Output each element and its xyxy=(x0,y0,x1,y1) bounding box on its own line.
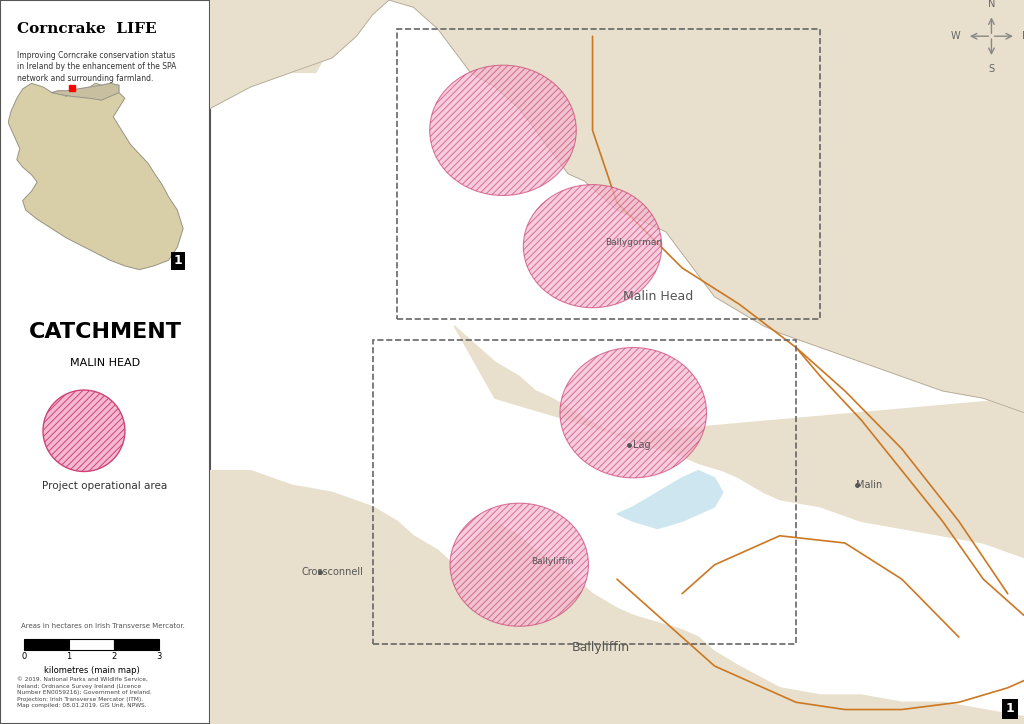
Polygon shape xyxy=(275,36,324,72)
Polygon shape xyxy=(210,471,1024,724)
Text: Project operational area: Project operational area xyxy=(42,481,168,492)
Text: 2: 2 xyxy=(112,652,117,660)
Text: Crossconnell: Crossconnell xyxy=(301,567,362,577)
Circle shape xyxy=(451,503,589,626)
Bar xyxy=(397,29,820,319)
Polygon shape xyxy=(52,83,119,100)
Circle shape xyxy=(430,65,577,195)
Polygon shape xyxy=(739,0,1024,413)
Text: N: N xyxy=(988,0,995,9)
Text: MALIN HEAD: MALIN HEAD xyxy=(70,358,140,369)
Text: 3: 3 xyxy=(156,652,162,660)
Text: 1: 1 xyxy=(67,652,72,660)
Text: Ballyliffin: Ballyliffin xyxy=(531,557,573,565)
Bar xyxy=(25,639,70,650)
Text: W: W xyxy=(951,31,961,41)
Text: Improving Corncrake conservation status
in Ireland by the enhancement of the SPA: Improving Corncrake conservation status … xyxy=(16,51,176,83)
Text: Corncrake  LIFE: Corncrake LIFE xyxy=(16,22,157,35)
Text: 0: 0 xyxy=(22,652,27,660)
Text: Ballyliffin: Ballyliffin xyxy=(571,641,630,654)
Bar xyxy=(114,639,159,650)
Circle shape xyxy=(523,185,662,308)
Text: 1: 1 xyxy=(174,254,182,267)
Text: Ballygorman: Ballygorman xyxy=(605,238,662,247)
Text: Malin Head: Malin Head xyxy=(623,290,693,303)
Text: 1: 1 xyxy=(1006,702,1014,715)
Text: Areas in hectares on Irish Transverse Mercator.: Areas in hectares on Irish Transverse Me… xyxy=(20,623,185,628)
Bar xyxy=(373,340,796,644)
Text: CATCHMENT: CATCHMENT xyxy=(29,322,181,342)
Text: Malin: Malin xyxy=(856,480,883,490)
Text: S: S xyxy=(988,64,994,74)
Text: E: E xyxy=(1022,31,1024,41)
Polygon shape xyxy=(210,0,1024,413)
Circle shape xyxy=(560,348,707,478)
Circle shape xyxy=(43,390,125,471)
Bar xyxy=(70,639,114,650)
Text: © 2019. National Parks and Wildlife Service,
Ireland; Ordnance Survey Ireland (L: © 2019. National Parks and Wildlife Serv… xyxy=(16,677,152,708)
Text: Lag: Lag xyxy=(633,440,650,450)
Polygon shape xyxy=(8,83,183,269)
Text: kilometres (main map): kilometres (main map) xyxy=(44,666,139,675)
Polygon shape xyxy=(455,326,1024,557)
Polygon shape xyxy=(616,471,723,529)
